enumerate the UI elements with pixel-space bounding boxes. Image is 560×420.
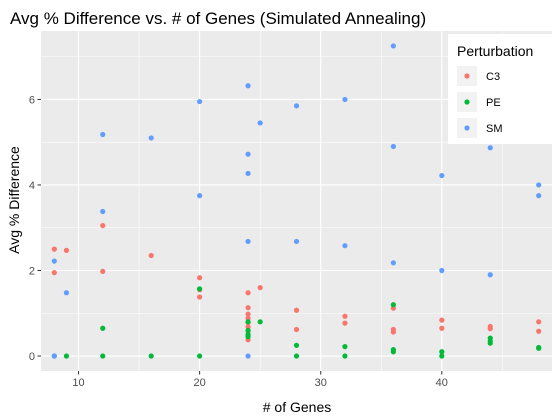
data-points <box>51 43 542 359</box>
data-point-pe <box>245 327 251 333</box>
y-tick-label: 4 <box>29 180 35 192</box>
data-point-pe <box>439 349 445 355</box>
data-point-pe <box>245 334 251 340</box>
data-point-c3 <box>257 285 263 291</box>
legend-label-sm: SM <box>486 123 503 135</box>
data-point-sm <box>536 182 542 188</box>
legend-label-pe: PE <box>486 97 501 109</box>
data-point-c3 <box>245 311 251 317</box>
data-point-sm <box>148 135 154 141</box>
y-tick-label: 2 <box>29 265 35 277</box>
data-point-pe <box>257 319 263 325</box>
data-point-sm <box>342 96 348 103</box>
legend-label-c3: C3 <box>486 71 500 83</box>
data-point-c3 <box>100 268 106 274</box>
data-point-sm <box>390 260 396 266</box>
data-point-c3 <box>197 275 203 281</box>
data-point-pe <box>342 344 348 350</box>
data-point-sm <box>439 172 445 179</box>
y-tick-label: 0 <box>29 351 35 363</box>
data-point-sm <box>293 103 300 109</box>
x-tick-label: 10 <box>72 377 84 389</box>
data-point-c3 <box>342 313 348 319</box>
data-point-pe <box>342 353 348 359</box>
data-point-pe <box>197 353 203 359</box>
data-point-pe <box>293 353 300 359</box>
data-point-sm <box>63 290 70 296</box>
data-point-pe <box>487 340 493 346</box>
data-point-pe <box>536 345 542 351</box>
legend-marker-sm <box>464 125 470 131</box>
x-axis-label: # of Genes <box>263 399 332 415</box>
data-point-sm <box>487 272 493 278</box>
legend-marker-c3 <box>464 73 470 79</box>
data-point-sm <box>100 131 106 138</box>
data-point-sm <box>439 267 445 274</box>
data-point-sm <box>342 243 348 249</box>
data-point-pe <box>439 353 445 359</box>
x-tick-label: 40 <box>436 377 448 389</box>
data-point-c3 <box>197 294 203 300</box>
data-point-sm <box>245 353 251 359</box>
data-point-c3 <box>293 307 300 313</box>
data-point-c3 <box>63 247 70 253</box>
data-point-pe <box>148 353 154 359</box>
data-point-pe <box>197 286 203 292</box>
data-point-c3 <box>439 317 445 323</box>
data-point-c3 <box>536 328 542 334</box>
data-point-c3 <box>51 246 57 252</box>
data-point-pe <box>63 353 70 359</box>
data-point-c3 <box>100 222 106 229</box>
data-point-pe <box>100 353 106 359</box>
data-point-pe <box>100 325 106 331</box>
chart-title: Avg % Difference vs. # of Genes (Simulat… <box>10 9 426 28</box>
data-point-sm <box>390 43 396 49</box>
data-point-sm <box>245 151 251 157</box>
data-point-c3 <box>293 326 300 333</box>
data-point-pe <box>390 349 396 355</box>
data-point-c3 <box>390 329 396 335</box>
data-point-sm <box>245 170 251 177</box>
data-point-c3 <box>51 270 57 276</box>
y-tick-label: 6 <box>29 94 35 106</box>
y-axis-label: Avg % Difference <box>6 146 22 254</box>
data-point-sm <box>51 258 57 264</box>
data-point-sm <box>245 238 251 245</box>
data-point-sm <box>536 193 542 199</box>
data-point-pe <box>245 319 251 325</box>
data-point-sm <box>197 98 203 105</box>
data-point-sm <box>245 83 251 89</box>
legend: Perturbation C3 PE SM <box>448 34 552 144</box>
data-point-sm <box>257 120 263 126</box>
data-point-sm <box>293 238 300 245</box>
data-point-c3 <box>148 252 154 259</box>
x-tick-label: 30 <box>315 377 327 389</box>
legend-items: C3 PE SM <box>457 66 503 138</box>
legend-marker-pe <box>464 99 470 105</box>
data-point-c3 <box>342 320 348 326</box>
data-point-sm <box>100 208 106 215</box>
data-point-sm <box>390 143 396 150</box>
data-point-c3 <box>487 326 493 332</box>
data-point-sm <box>487 145 493 151</box>
legend-title: Perturbation <box>457 43 533 59</box>
data-point-sm <box>197 193 203 199</box>
data-point-c3 <box>536 319 542 325</box>
data-point-pe <box>390 302 396 308</box>
data-point-c3 <box>245 290 251 296</box>
data-point-c3 <box>439 325 445 331</box>
data-point-c3 <box>245 305 251 311</box>
data-point-sm <box>51 353 57 359</box>
data-point-pe <box>293 342 300 348</box>
axis-ticks: 10 20 30 40 0 2 4 6 <box>29 94 448 389</box>
x-tick-label: 20 <box>194 377 206 389</box>
